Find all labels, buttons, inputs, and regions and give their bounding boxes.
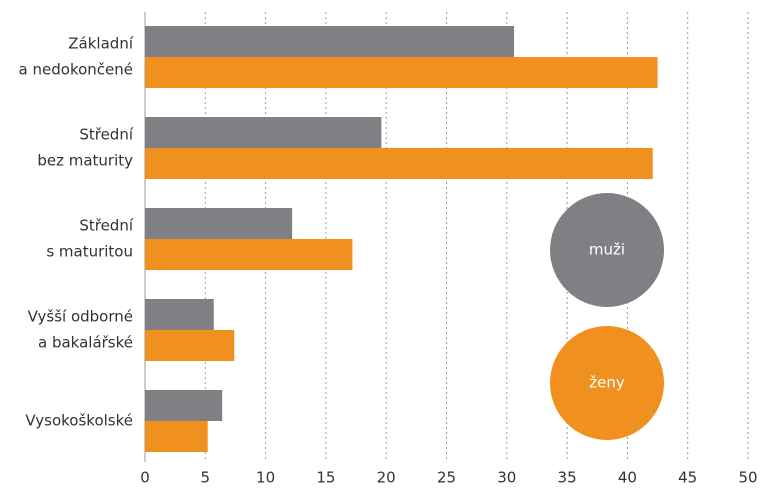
x-tick-label: 40 — [618, 469, 637, 487]
x-tick-label: 0 — [140, 469, 150, 487]
bar — [145, 208, 293, 239]
x-tick-label: 20 — [377, 469, 396, 487]
bar — [145, 26, 515, 57]
x-tick-label: 30 — [497, 469, 516, 487]
y-tick-label: Vyšší odborné — [28, 308, 133, 326]
y-tick-label: Střední — [79, 217, 133, 235]
bar — [145, 390, 223, 421]
y-tick-label: a nedokončené — [19, 61, 133, 79]
x-tick-label: 35 — [558, 469, 577, 487]
x-tick-label: 15 — [316, 469, 335, 487]
bar — [145, 148, 653, 179]
legend-marker — [550, 326, 664, 440]
y-tick-label: Základní — [68, 35, 134, 53]
y-tick-label: s maturitou — [46, 243, 133, 261]
bar — [145, 239, 353, 270]
bar — [145, 117, 382, 148]
legend-label: muži — [589, 241, 625, 259]
x-tick-label: 10 — [256, 469, 275, 487]
bar — [145, 330, 235, 361]
legend-label: ženy — [589, 374, 625, 392]
x-tick-label: 50 — [738, 469, 757, 487]
y-tick-label: Vysokoškolské — [25, 412, 133, 430]
x-tick-label: 5 — [201, 469, 211, 487]
x-tick-label: 25 — [437, 469, 456, 487]
y-tick-label: a bakalářské — [38, 334, 133, 352]
x-tick-label: 45 — [678, 469, 697, 487]
bar — [145, 421, 208, 452]
bar — [145, 57, 658, 88]
y-tick-label: Střední — [79, 126, 133, 144]
legend-marker — [550, 193, 664, 307]
bar — [145, 299, 214, 330]
y-tick-label: bez maturity — [37, 152, 133, 170]
